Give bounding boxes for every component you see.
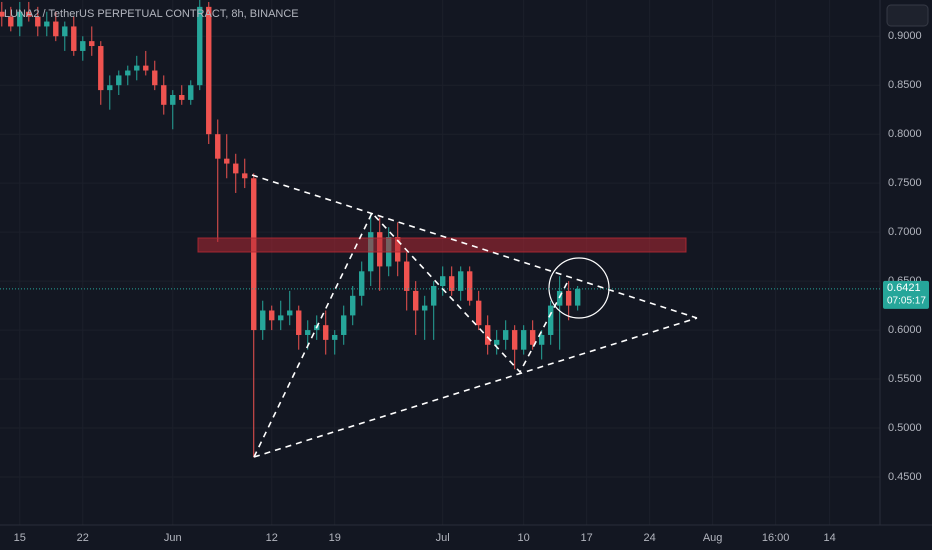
candle-body	[475, 300, 482, 326]
candle-body	[278, 315, 284, 321]
x-tick-label: Jun	[164, 532, 182, 544]
candle-body	[484, 325, 491, 345]
candle-body	[565, 290, 572, 306]
candle-body	[422, 305, 428, 311]
candle-body	[493, 339, 500, 345]
candle-body	[170, 95, 176, 105]
highlight-circle	[548, 257, 610, 319]
candle-body	[134, 65, 140, 71]
x-tick-label: 19	[329, 532, 341, 544]
candle-body	[350, 295, 356, 316]
candle-body	[224, 158, 230, 164]
candle-body	[161, 85, 167, 105]
x-tick-label: 22	[77, 532, 89, 544]
candle-body	[35, 16, 41, 27]
x-tick-label: 16:00	[762, 532, 790, 544]
y-tick-label: 0.5000	[888, 422, 922, 434]
candle-body	[359, 271, 365, 296]
candle-body	[206, 6, 212, 135]
candle-body	[215, 134, 221, 159]
axes: 0.45000.50000.55000.60000.65000.70000.75…	[0, 30, 929, 544]
candle-body	[116, 75, 122, 86]
candle-body	[89, 41, 95, 47]
grid	[0, 0, 880, 525]
lower-trend-line	[253, 317, 698, 458]
last-price-label: 0.6421	[887, 282, 921, 294]
upper-trend-line	[251, 174, 698, 319]
candle-body	[107, 85, 113, 91]
x-tick-label: 14	[823, 532, 835, 544]
last-price-tag	[883, 280, 929, 309]
candle-body	[332, 334, 338, 340]
x-tick-label: 10	[518, 532, 530, 544]
candle-body	[341, 315, 347, 335]
settings-button[interactable]	[886, 4, 929, 27]
candle-body	[305, 330, 311, 335]
candle-body	[323, 325, 329, 340]
y-tick-label: 0.5500	[888, 373, 922, 385]
wave-line	[253, 211, 568, 458]
x-tick-label: 17	[581, 532, 593, 544]
candle-body	[251, 178, 257, 331]
candle-body	[511, 330, 518, 350]
candle-body	[448, 276, 455, 291]
candle-body	[413, 290, 419, 311]
x-tick-label: 12	[266, 532, 278, 544]
candle-body	[269, 310, 275, 321]
candle-body	[152, 70, 158, 86]
candle-body	[80, 41, 86, 51]
candle-body	[26, 11, 32, 17]
candle-body	[529, 330, 536, 345]
x-tick-label: Aug	[703, 532, 723, 544]
resistance-zone	[197, 237, 687, 253]
y-tick-label: 0.7500	[888, 177, 922, 189]
candle-body	[125, 70, 131, 76]
chart-title: LUNA2 / TetherUS PERPETUAL CONTRACT, 8h,…	[4, 8, 299, 20]
candle-body	[44, 21, 50, 27]
y-tick-label: 0.9000	[888, 30, 922, 42]
candle-body	[538, 334, 545, 345]
y-tick-label: 0.4500	[888, 471, 922, 483]
candles	[0, 0, 581, 458]
x-tick-label: 24	[644, 532, 656, 544]
candle-body	[242, 173, 248, 179]
candle-body	[520, 330, 527, 350]
x-tick-label: 15	[14, 532, 26, 544]
candle-body	[53, 21, 59, 37]
candle-body	[466, 271, 473, 301]
candle-body	[143, 65, 149, 71]
candle-body	[556, 290, 563, 306]
candle-body	[0, 11, 5, 17]
candle-body	[440, 276, 446, 287]
candle-body	[287, 310, 293, 316]
candle-body	[197, 6, 203, 86]
y-tick-label: 0.7000	[888, 226, 922, 238]
candle-body	[98, 46, 104, 91]
candle-body	[404, 261, 410, 291]
candle-body	[17, 11, 23, 27]
candle-body	[188, 85, 194, 100]
y-tick-label: 0.8500	[888, 79, 922, 91]
candle-body	[431, 286, 437, 306]
x-tick-label: Jul	[436, 532, 450, 544]
candle-body	[71, 26, 77, 51]
candle-body	[62, 26, 68, 37]
trend-lines	[251, 174, 698, 458]
candle-body	[260, 310, 266, 331]
candle-body	[179, 95, 185, 100]
candle-body	[502, 330, 509, 340]
candle-body	[547, 305, 554, 335]
y-tick-label: 0.8000	[888, 128, 922, 140]
candle-body	[457, 271, 464, 291]
candle-body	[574, 288, 581, 306]
y-tick-label: 0.6000	[888, 324, 922, 336]
candle-body	[233, 163, 239, 174]
countdown-label: 07:05:17	[887, 295, 926, 306]
candle-body	[296, 310, 302, 335]
candle-body	[8, 16, 14, 27]
